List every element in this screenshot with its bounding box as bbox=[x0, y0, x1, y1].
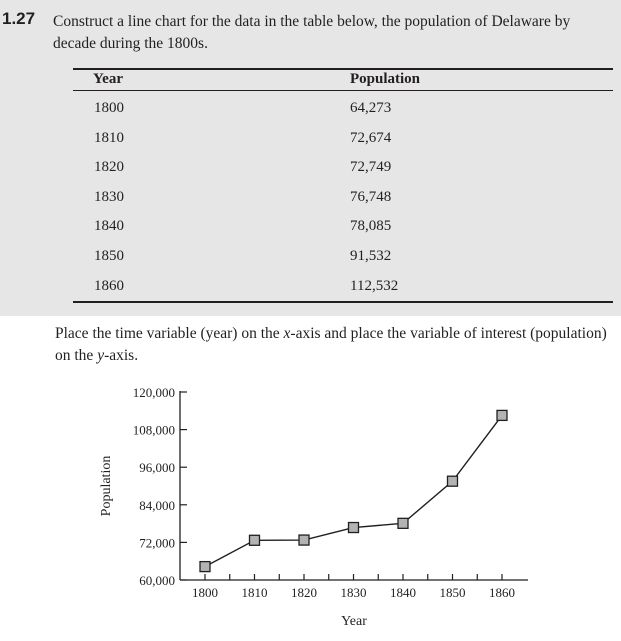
table-header-population: Population bbox=[350, 71, 421, 87]
table-cell-population: 91,532 bbox=[350, 248, 392, 264]
table-cell-population: 72,749 bbox=[350, 159, 392, 175]
data-point-marker bbox=[248, 534, 261, 546]
table-cell-year: 1820 bbox=[94, 159, 124, 175]
table-header-rule bbox=[73, 90, 613, 91]
x-axis-label: Year bbox=[341, 614, 367, 629]
data-point-marker bbox=[298, 534, 310, 546]
instruction-part-3: -axis. bbox=[104, 347, 139, 364]
problem-text: Construct a line chart for the data in t… bbox=[53, 13, 571, 52]
population-line-chart: Population Year 60,000 72,000 84,000 96,000… bbox=[99, 385, 528, 629]
table-cell-year: 1810 bbox=[94, 130, 124, 146]
y-tick-label: 84,000 bbox=[139, 498, 175, 513]
table-cell-year: 1830 bbox=[94, 189, 124, 205]
table-cell-population: 112,532 bbox=[350, 278, 399, 294]
problem-number: 1.27 bbox=[2, 9, 36, 28]
data-point-marker bbox=[347, 521, 360, 534]
x-tick-label: 1800 bbox=[192, 585, 218, 600]
instruction-x-variable: x bbox=[283, 325, 291, 342]
y-tick-label: 108,000 bbox=[133, 423, 175, 438]
table-cell-population: 72,674 bbox=[350, 130, 392, 146]
table-cell-year: 1840 bbox=[94, 218, 124, 234]
y-tick-label: 120,000 bbox=[133, 385, 175, 400]
x-tick-label: 1840 bbox=[390, 585, 416, 600]
x-tick-label: 1820 bbox=[291, 585, 317, 600]
instruction-text: Place the time variable (year) on the x-… bbox=[55, 323, 615, 367]
table-cell-population: 64,273 bbox=[350, 100, 392, 116]
table-top-rule bbox=[73, 68, 613, 70]
x-tick-label: 1810 bbox=[242, 585, 268, 600]
table-cell-population: 76,748 bbox=[350, 189, 392, 205]
y-tick-label: 72,000 bbox=[139, 535, 175, 550]
table-header-year: Year bbox=[93, 71, 123, 87]
table-cell-year: 1860 bbox=[94, 278, 124, 294]
problem-panel: 1.27 Construct a line chart for the data… bbox=[0, 0, 621, 316]
data-point-marker bbox=[446, 475, 459, 487]
data-point-marker bbox=[397, 517, 409, 529]
y-axis-label: Population bbox=[99, 456, 114, 517]
x-tick-label: 1860 bbox=[489, 585, 515, 600]
data-point-marker bbox=[199, 560, 211, 573]
table-cell-population: 78,085 bbox=[350, 218, 392, 234]
table-cell-year: 1800 bbox=[94, 100, 124, 116]
table-cell-year: 1850 bbox=[94, 248, 124, 264]
data-point-marker bbox=[496, 409, 508, 422]
x-tick-label: 1830 bbox=[341, 585, 367, 600]
table-bottom-rule bbox=[73, 301, 613, 303]
instruction-part-2: -axis and place the variable of interest… bbox=[55, 325, 607, 364]
instruction-part-1: Place the time variable (year) on the bbox=[55, 325, 284, 342]
x-tick-label: 1850 bbox=[440, 585, 466, 600]
y-tick-label: 96,000 bbox=[139, 460, 175, 475]
y-tick-label: 60,000 bbox=[139, 573, 175, 588]
instruction-y-variable: y bbox=[97, 347, 105, 364]
